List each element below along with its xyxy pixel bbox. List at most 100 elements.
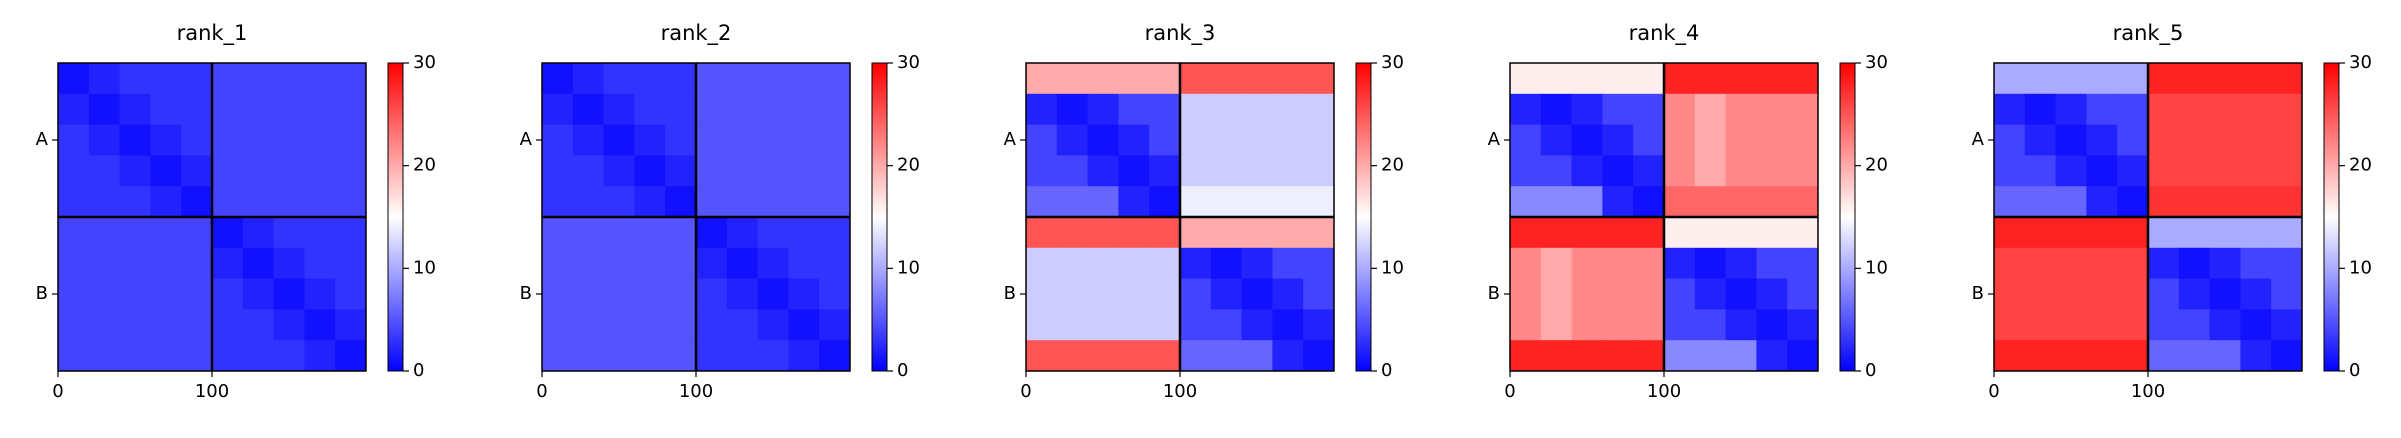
- heat-cell: [665, 63, 697, 95]
- heat-cell: [2055, 340, 2087, 372]
- heat-cell: [696, 186, 728, 218]
- heat-cell: [726, 93, 759, 126]
- heat-cell: [2086, 309, 2118, 341]
- x-tick-label: 100: [2131, 381, 2165, 402]
- heat-cell: [1241, 155, 1273, 187]
- heat-cell: [788, 278, 820, 310]
- heat-cell: [1026, 186, 1058, 218]
- heat-cell: [696, 155, 728, 187]
- heat-cell: [273, 93, 305, 126]
- panel-title: rank_3: [1145, 21, 1216, 46]
- colorbar-tick-label: 30: [897, 52, 920, 73]
- heat-cell: [1664, 186, 1696, 218]
- heat-cell: [150, 309, 182, 341]
- heat-cell: [603, 93, 635, 126]
- heat-cell: [150, 186, 182, 218]
- heat-cell: [2148, 124, 2180, 156]
- heat-cell: [634, 63, 666, 95]
- colorbar-tick-label: 20: [2349, 155, 2372, 176]
- heat-cell: [2117, 124, 2149, 156]
- heat-cell: [1026, 155, 1058, 187]
- heat-cell: [1149, 186, 1181, 218]
- heat-cell: [2117, 217, 2149, 249]
- heat-cell: [757, 93, 789, 126]
- heat-cell: [1118, 63, 1150, 95]
- heat-cell: [542, 186, 574, 218]
- heat-cell: [1087, 93, 1119, 126]
- heat-cell: [2117, 63, 2149, 95]
- heat-cell: [1540, 340, 1573, 372]
- heat-cell: [1756, 93, 1788, 126]
- heat-cell: [1994, 340, 2026, 372]
- heat-cell: [1571, 340, 1603, 372]
- heat-cell: [1540, 217, 1573, 249]
- heat-cell: [1180, 340, 1212, 372]
- heat-cell: [1664, 63, 1696, 95]
- y-tick-label: A: [1972, 129, 1985, 150]
- heat-cell: [2024, 186, 2057, 218]
- heat-cell: [634, 247, 666, 280]
- heat-cell: [273, 309, 305, 341]
- heat-cell: [1241, 186, 1273, 218]
- heat-cell: [1994, 63, 2026, 95]
- heat-cell: [1725, 124, 1757, 156]
- heat-cell: [1571, 278, 1603, 310]
- heat-cell: [1602, 217, 1634, 249]
- heat-cell: [2024, 309, 2057, 341]
- heat-cell: [181, 309, 213, 341]
- heat-cell: [242, 309, 275, 341]
- heat-cell: [1241, 278, 1273, 310]
- heat-cell: [1180, 124, 1212, 156]
- heat-cell: [1787, 278, 1819, 310]
- heat-cell: [819, 155, 851, 187]
- heat-cell: [119, 217, 151, 249]
- heat-cell: [1602, 186, 1634, 218]
- heat-cell: [58, 93, 90, 126]
- heat-cell: [304, 63, 336, 95]
- heat-cell: [1756, 278, 1788, 310]
- heat-cell: [542, 217, 574, 249]
- heat-cell: [2271, 93, 2303, 126]
- heat-cell: [1664, 124, 1696, 156]
- heat-cell: [88, 217, 121, 249]
- heat-cell: [58, 340, 90, 372]
- heat-cell: [2240, 186, 2272, 218]
- heat-cell: [2086, 340, 2118, 372]
- heat-cell: [1633, 186, 1665, 218]
- heat-cell: [1272, 63, 1304, 95]
- heat-cell: [1664, 93, 1696, 126]
- heat-cell: [273, 155, 305, 187]
- heat-cell: [1087, 278, 1119, 310]
- heat-cell: [603, 155, 635, 187]
- heat-cell: [1756, 124, 1788, 156]
- heat-cell: [1725, 93, 1757, 126]
- heat-cell: [1725, 155, 1757, 187]
- x-tick-label: 0: [1988, 381, 1999, 402]
- heat-cell: [273, 217, 305, 249]
- y-tick-label: B: [1972, 283, 1984, 304]
- heat-cell: [572, 63, 605, 95]
- heat-cell: [1180, 278, 1212, 310]
- heat-cell: [2086, 247, 2118, 280]
- heat-cell: [242, 217, 275, 249]
- heat-cell: [119, 155, 151, 187]
- heat-cell: [696, 309, 728, 341]
- heat-cell: [150, 217, 182, 249]
- colorbar: [1355, 62, 1372, 372]
- heat-cell: [2178, 93, 2211, 126]
- heat-cell: [1694, 217, 1727, 249]
- heat-cell: [1571, 155, 1603, 187]
- heat-cell: [58, 155, 90, 187]
- heat-cell: [572, 186, 605, 218]
- heat-cell: [1540, 93, 1573, 126]
- heat-cell: [634, 309, 666, 341]
- heat-cell: [1694, 247, 1727, 280]
- heat-cell: [2024, 155, 2057, 187]
- heat-cell: [603, 278, 635, 310]
- heat-cell: [696, 278, 728, 310]
- heat-cell: [1633, 124, 1665, 156]
- heat-cell: [1571, 93, 1603, 126]
- heat-cell: [1633, 155, 1665, 187]
- heat-cell: [212, 124, 244, 156]
- heat-cell: [2271, 124, 2303, 156]
